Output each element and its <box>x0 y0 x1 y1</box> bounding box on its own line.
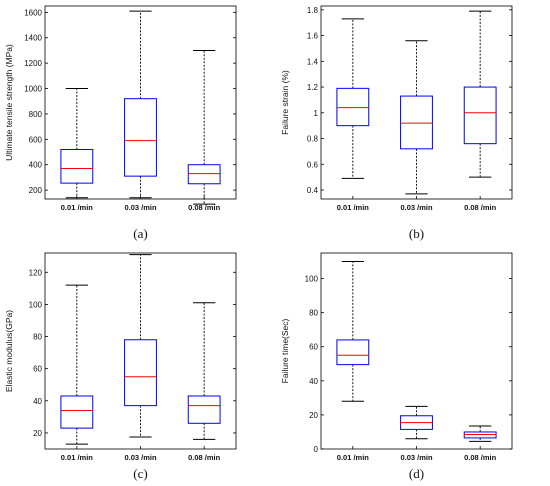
x-category-label: 0.08 /min <box>188 453 221 462</box>
panel-label: (c) <box>133 466 147 481</box>
box-iqr <box>124 339 157 407</box>
box-iqr <box>187 395 221 424</box>
x-category-label: 0.03 /min <box>400 453 433 462</box>
y-tick-label: 100 <box>305 275 319 284</box>
x-category-label: 0.08 /min <box>188 203 221 212</box>
x-category-label: 0.01 /min <box>337 203 370 212</box>
y-tick-label: 0.8 <box>307 135 319 144</box>
y-tick-label: 60 <box>309 343 318 352</box>
x-category-label: 0.08 /min <box>464 453 497 462</box>
y-tick-label: 1 <box>314 109 319 118</box>
y-tick-label: 1.8 <box>307 6 319 15</box>
y-axis-label: Failure time(Sec) <box>280 318 290 383</box>
chart-panel-3: 20 40 60 80 100 120 0.01 /min 0.03 /min 0.08 /mi… <box>4 252 237 481</box>
y-tick-label: 80 <box>309 309 318 318</box>
x-category-label: 0.03 /min <box>400 203 433 212</box>
y-tick-label: 1000 <box>24 85 42 94</box>
y-tick-label: 60 <box>33 365 42 374</box>
chart-panel-1: 200 400 600 800 1000 1200 1400 1600 0.01 /min 0.0… <box>4 5 237 241</box>
y-tick-label: 1.2 <box>307 83 319 92</box>
y-tick-label: 800 <box>29 110 43 119</box>
y-tick-label: 120 <box>29 268 43 277</box>
y-tick-label: 0 <box>314 445 319 454</box>
y-tick-label: 40 <box>309 377 318 386</box>
y-tick-label: 100 <box>29 300 43 309</box>
panel-label: (d) <box>409 466 424 481</box>
y-tick-label: 0.6 <box>307 160 319 169</box>
x-category-label: 0.03 /min <box>124 453 157 462</box>
box-iqr <box>336 339 370 366</box>
x-category-label: 0.03 /min <box>124 203 157 212</box>
box-iqr <box>463 86 497 145</box>
box-iqr <box>60 395 94 429</box>
y-axis-label: Failure strain (%) <box>280 70 290 135</box>
y-tick-label: 20 <box>309 411 318 420</box>
plot-frame <box>320 252 513 450</box>
y-tick-label: 1.6 <box>307 32 319 41</box>
y-tick-label: 400 <box>29 161 43 170</box>
y-tick-label: 40 <box>33 397 42 406</box>
box-iqr <box>60 148 94 184</box>
x-category-label: 0.01 /min <box>61 203 94 212</box>
y-tick-label: 1600 <box>24 8 42 17</box>
x-category-label: 0.01 /min <box>61 453 94 462</box>
box-iqr <box>187 164 221 185</box>
y-tick-label: 1200 <box>24 59 42 68</box>
y-tick-label: 1.4 <box>307 57 319 66</box>
x-category-label: 0.01 /min <box>337 453 370 462</box>
y-tick-label: 1400 <box>24 34 42 43</box>
y-axis-label: Elastic modulus(GPa) <box>4 310 14 392</box>
y-tick-label: 600 <box>29 135 43 144</box>
y-tick-label: 200 <box>29 186 43 195</box>
y-axis-label: Ultimate tensile strength (MPa) <box>4 44 14 161</box>
box-iqr <box>124 98 157 177</box>
box-iqr <box>400 95 433 150</box>
y-tick-label: 0.4 <box>307 186 319 195</box>
y-tick-label: 80 <box>33 333 42 342</box>
chart-panel-4: 0 20 40 60 80 100 0.01 /min 0.03 /min 0.08 /min F… <box>280 252 513 481</box>
chart-panel-2: 0.4 0.6 0.8 1 1.2 1.4 1.6 1.8 0.01 /min 0.03 /min… <box>280 5 513 241</box>
box-iqr <box>336 87 370 127</box>
panel-label: (b) <box>409 226 424 241</box>
y-tick-label: 20 <box>33 429 42 438</box>
panel-label: (a) <box>133 226 147 241</box>
x-category-label: 0.08 /min <box>464 203 497 212</box>
